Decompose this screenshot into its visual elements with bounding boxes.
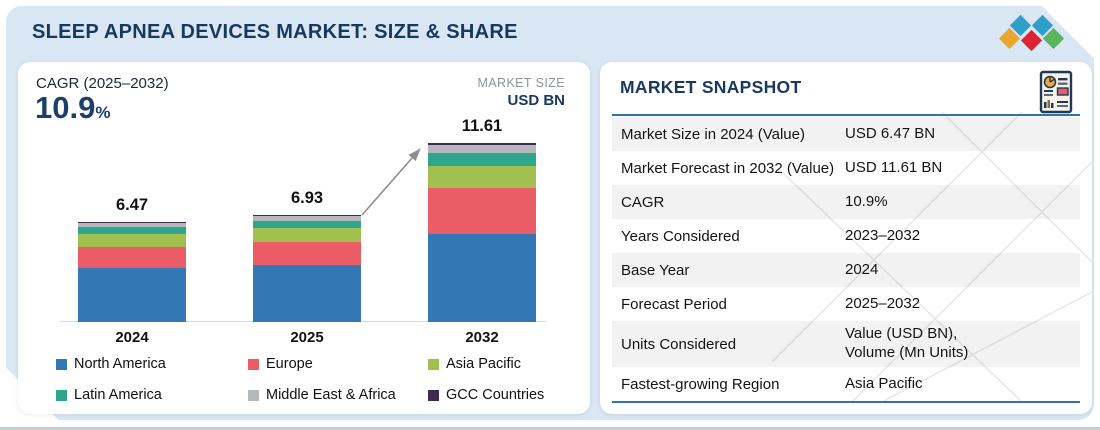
table-row: Units Considered Value (USD BN), Volume … — [612, 321, 1080, 367]
bar-segment-north-america — [428, 233, 536, 322]
stacked-bar-2032 — [428, 142, 536, 322]
bar-segment-europe — [78, 247, 186, 269]
row-value: 2024 — [845, 260, 879, 278]
legend-marker-europe — [248, 358, 259, 370]
bar-segment-asia-pacific — [78, 234, 186, 248]
legend-label: Asia Pacific — [446, 356, 521, 372]
row-value: Value (USD BN), Volume (Mn Units) — [845, 325, 969, 361]
snapshot-title: MARKET SNAPSHOT — [620, 77, 802, 97]
stacked-bar-chart: 6.47 2024 6.93 2025 11.61 2032 — [18, 62, 590, 414]
stacked-bar-2024 — [78, 222, 186, 322]
row-label: CAGR — [621, 193, 665, 211]
bar-total-label-2032: 11.61 — [461, 116, 503, 135]
snapshot-bottom-rule — [612, 401, 1080, 403]
snapshot-table: Market Size in 2024 (Value) USD 6.47 BN … — [612, 117, 1080, 403]
report-icon — [1039, 70, 1073, 114]
table-row: Forecast Period 2025–2032 — [612, 287, 1080, 321]
legend-item-north-america: North America — [56, 356, 248, 372]
legend-marker-latin-america — [56, 389, 67, 401]
bar-segment-europe — [253, 242, 361, 265]
legend-label: Middle East & Africa — [266, 387, 396, 403]
legend-item-middle-east-africa: Middle East & Africa — [248, 387, 428, 403]
cagr-number: 10.9 — [35, 90, 96, 125]
table-row: Years Considered 2023–2032 — [612, 219, 1080, 253]
bar-segment-asia-pacific — [428, 165, 536, 188]
bar-segment-north-america — [78, 268, 186, 322]
legend-item-latin-america: Latin America — [56, 387, 248, 403]
legend-marker-asia-pacific — [428, 358, 439, 370]
legend-label: Latin America — [74, 387, 162, 403]
brand-logo — [998, 14, 1065, 56]
row-value: 2025–2032 — [845, 294, 921, 312]
table-row: Base Year 2024 — [612, 253, 1080, 287]
bar-segment-gcc-countries — [428, 142, 536, 145]
bar-segment-europe — [428, 187, 536, 234]
row-label: Base Year — [621, 261, 690, 279]
row-value: Asia Pacific — [845, 374, 923, 392]
legend-item-asia-pacific: Asia Pacific — [428, 356, 574, 372]
legend-label: GCC Countries — [446, 387, 545, 403]
row-label: Fastest-growing Region — [621, 375, 780, 393]
bar-segment-latin-america — [428, 152, 536, 166]
page-bottom-border — [0, 427, 1100, 430]
table-row: Fastest-growing Region Asia Pacific — [612, 367, 1080, 401]
snapshot-top-rule — [612, 114, 1080, 116]
row-value: 10.9% — [845, 192, 888, 210]
row-value: USD 11.61 BN — [845, 158, 943, 176]
cagr-percent-sign: % — [95, 103, 111, 122]
table-row: Market Size in 2024 (Value) USD 6.47 BN — [612, 117, 1080, 151]
snapshot-panel: MARKET SNAPSHOT Market Size in 2024 (Val… — [600, 62, 1092, 414]
legend-marker-middle-east-africa — [248, 389, 259, 401]
legend-marker-gcc-countries — [428, 389, 439, 401]
legend-item-gcc-countries: GCC Countries — [428, 387, 574, 403]
bar-segment-asia-pacific — [253, 227, 361, 243]
row-label: Market Size in 2024 (Value) — [621, 125, 805, 143]
bar-segment-latin-america — [78, 227, 186, 235]
bar-segment-gcc-countries — [78, 222, 186, 223]
row-label: Years Considered — [621, 227, 740, 245]
x-axis-label-2024: 2024 — [115, 329, 149, 346]
x-axis-label-2032: 2032 — [465, 329, 499, 346]
legend-label: North America — [74, 356, 166, 372]
cagr-value: 10.9% — [35, 90, 110, 126]
market-size-block: MARKET SIZE USD BN — [477, 76, 565, 109]
row-label: Market Forecast in 2032 (Value) — [621, 159, 835, 177]
bar-total-label-2024: 6.47 — [115, 196, 149, 215]
row-label: Forecast Period — [621, 295, 727, 313]
table-row: CAGR 10.9% — [612, 185, 1080, 219]
cagr-label: CAGR (2025–2032) — [36, 75, 169, 92]
row-value: USD 6.47 BN — [845, 124, 936, 142]
bar-total-label-2025: 6.93 — [290, 189, 324, 208]
table-row: Market Forecast in 2032 (Value) USD 11.6… — [612, 151, 1080, 185]
bar-segment-latin-america — [253, 220, 361, 228]
bar-segment-middle-east-africa — [253, 215, 361, 221]
row-label: Units Considered — [621, 335, 737, 353]
stacked-bar-2025 — [253, 215, 361, 322]
legend-marker-north-america — [56, 358, 67, 370]
chart-panel: CAGR (2025–2032) 10.9% MARKET SIZE USD B… — [18, 62, 590, 414]
page-title: SLEEP APNEA DEVICES MARKET: SIZE & SHARE — [32, 21, 518, 43]
bar-segment-gcc-countries — [253, 215, 361, 216]
chart-legend: North America Europe Asia Pacific Latin Ame… — [56, 356, 574, 403]
bar-segment-north-america — [253, 264, 361, 322]
row-value: 2023–2032 — [845, 226, 921, 244]
x-axis-label-2025: 2025 — [290, 329, 324, 346]
market-size-label: MARKET SIZE — [477, 76, 565, 90]
bar-segment-middle-east-africa — [78, 222, 186, 228]
legend-item-europe: Europe — [248, 356, 428, 372]
market-size-unit: USD BN — [507, 92, 565, 109]
bar-segment-middle-east-africa — [428, 144, 536, 153]
legend-label: Europe — [266, 356, 313, 372]
